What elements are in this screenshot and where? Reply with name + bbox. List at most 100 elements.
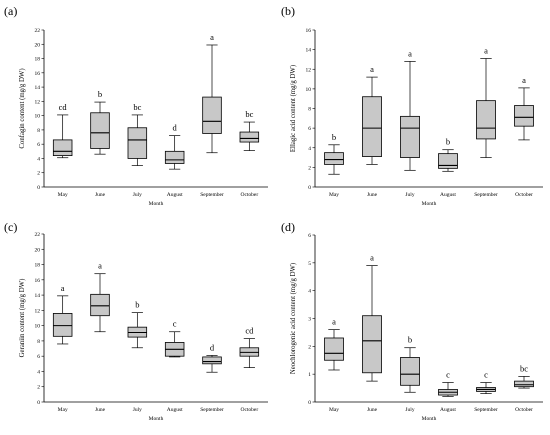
y-tick-label: 0 — [308, 400, 311, 406]
y-tick-label: 8 — [37, 128, 40, 134]
x-tick-label: August — [167, 407, 183, 413]
y-tick-label: 18 — [35, 57, 41, 63]
significance-label: d — [173, 123, 178, 133]
y-tick-label: 6 — [308, 126, 311, 132]
iqr-box — [90, 293, 110, 317]
x-tick-label: August — [440, 407, 456, 413]
significance-label: bc — [520, 363, 528, 373]
significance-label: cd — [245, 326, 254, 336]
iqr-box — [52, 313, 73, 337]
box-july — [400, 347, 420, 393]
iqr-box — [127, 127, 148, 159]
y-tick-label: 12 — [306, 67, 312, 73]
y-tick-label: 4 — [308, 146, 311, 152]
x-tick-label: May — [329, 407, 339, 413]
iqr-box — [52, 139, 73, 156]
x-tick-label: May — [58, 192, 68, 198]
y-tick-label: 2 — [37, 171, 40, 177]
iqr-box — [400, 357, 420, 386]
significance-label: d — [210, 342, 215, 352]
y-axis-label: Neochlorogenic acid content (mg/g DW) — [290, 263, 297, 374]
x-tick-label: June — [367, 407, 378, 413]
x-tick-label: May — [329, 192, 339, 198]
x-tick-label: October — [515, 192, 533, 198]
x-tick-label: October — [515, 407, 533, 413]
x-tick-label: June — [95, 192, 106, 198]
iqr-box — [514, 380, 534, 388]
box-september — [202, 44, 222, 154]
significance-label: c — [173, 319, 177, 329]
panel-letter: (b) — [281, 4, 295, 18]
x-tick-label: July — [405, 192, 414, 198]
x-tick-label: August — [167, 192, 183, 198]
y-tick-label: 8 — [37, 339, 40, 345]
y-tick-label: 14 — [35, 293, 41, 299]
box-may — [324, 144, 344, 175]
y-tick-label: 10 — [35, 114, 41, 120]
box-october — [514, 376, 534, 389]
y-tick-label: 0 — [37, 400, 40, 406]
significance-label: b — [135, 300, 139, 310]
boxplot-chart: 0 2 4 6 8 10 12 14 16 18 20 22 Geraniin content (mg/… — [19, 232, 268, 422]
x-tick-label: September — [474, 192, 498, 198]
y-tick-label: 4 — [308, 289, 311, 295]
iqr-box — [362, 315, 382, 374]
y-tick-label: 6 — [37, 354, 40, 360]
y-tick-label: 2 — [37, 385, 40, 391]
box-june — [362, 265, 382, 382]
y-tick-label: 2 — [308, 344, 311, 350]
panel-b: (b) 0 2 4 6 8 10 12 14 16 Ellagic acid content (m… — [275, 0, 550, 215]
iqr-box — [400, 115, 420, 158]
y-tick-label: 0 — [308, 185, 311, 191]
y-tick-label: 22 — [35, 28, 41, 34]
box-may — [52, 295, 73, 345]
y-axis-label: Ellagic acid content (mg/g DW) — [290, 65, 297, 152]
y-tick-label: 8 — [308, 107, 311, 113]
significance-label: b — [408, 335, 412, 345]
significance-label: a — [370, 253, 374, 263]
x-tick-label: July — [133, 407, 142, 413]
boxplot-chart: 0 2 4 6 8 10 12 14 16 Ellagic acid content (mg/g … — [290, 28, 543, 207]
y-tick-label: 0 — [37, 185, 40, 191]
iqr-box — [476, 100, 496, 140]
x-tick-label: July — [133, 192, 142, 198]
y-tick-label: 12 — [35, 308, 41, 314]
x-tick-label: September — [474, 407, 498, 413]
y-tick-label: 4 — [37, 156, 40, 162]
y-tick-label: 4 — [37, 369, 40, 375]
box-august — [164, 135, 185, 170]
x-tick-label: October — [240, 407, 258, 413]
box-october — [239, 121, 260, 151]
significance-label: c — [446, 370, 450, 380]
iqr-box — [324, 337, 344, 361]
x-tick-label: May — [58, 407, 68, 413]
box-july — [400, 61, 420, 171]
box-may — [52, 114, 73, 159]
significance-label: a — [370, 64, 374, 74]
panel-letter: (a) — [4, 4, 18, 18]
boxplot-chart: 0 2 4 6 8 10 12 14 16 18 20 22 Confagin content (mg/… — [19, 28, 268, 207]
panel-c: (c) 0 2 4 6 8 10 12 14 16 18 20 22 Geraniin content … — [0, 215, 275, 430]
y-tick-label: 10 — [35, 324, 41, 330]
significance-label: a — [332, 317, 336, 327]
y-tick-label: 14 — [35, 85, 41, 91]
iqr-box — [324, 152, 344, 165]
box-august — [438, 149, 458, 172]
significance-label: b — [332, 132, 336, 142]
iqr-box — [514, 105, 534, 127]
significance-label: a — [210, 32, 214, 42]
x-tick-label: August — [440, 192, 456, 198]
y-tick-label: 22 — [35, 232, 41, 238]
box-august — [164, 331, 185, 358]
significance-label: c — [484, 370, 488, 380]
significance-label: a — [61, 283, 65, 293]
y-tick-label: 6 — [308, 233, 311, 239]
y-axis-label: Geraniin content (mg/g DW) — [19, 279, 26, 358]
x-tick-label: June — [95, 407, 106, 413]
y-tick-label: 5 — [308, 261, 311, 267]
box-august — [438, 382, 458, 397]
y-tick-label: 20 — [35, 247, 41, 253]
significance-label: a — [408, 48, 412, 58]
iqr-box — [202, 356, 222, 365]
box-july — [127, 312, 148, 349]
